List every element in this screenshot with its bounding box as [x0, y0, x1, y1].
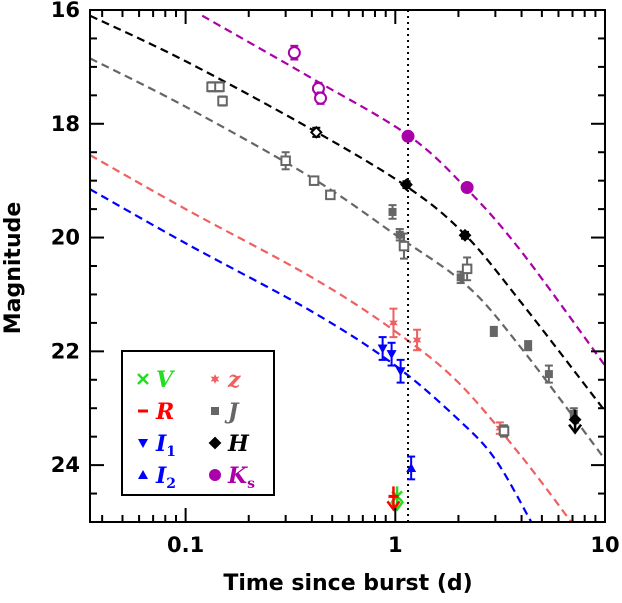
x-axis-title: Time since burst (d)	[223, 571, 472, 596]
fit-curve-0	[201, 14, 605, 367]
data-point	[406, 462, 417, 472]
legend-label: z	[227, 367, 241, 393]
legend-marker	[138, 439, 148, 448]
data-point	[401, 129, 415, 143]
data-point	[524, 341, 533, 350]
data-point	[458, 228, 472, 242]
x-tick-label: 0.1	[167, 533, 204, 557]
data-point	[460, 180, 474, 194]
data-point	[398, 240, 410, 252]
data-point	[395, 367, 406, 377]
y-axis-title: Magnitude	[1, 202, 26, 335]
data-point	[400, 178, 413, 192]
data-point	[389, 317, 398, 328]
series-R	[386, 486, 401, 512]
y-tick-label: 18	[51, 112, 80, 136]
fit-curve-4	[90, 188, 533, 522]
legend-entry: z	[210, 367, 241, 393]
x-tick-label: 1	[388, 533, 403, 557]
y-tick-label: 22	[51, 339, 80, 363]
data-point	[386, 350, 397, 360]
legend-label: J	[224, 399, 240, 425]
fit-curve-2	[90, 57, 605, 461]
axis-tick-labels: 0.1 1 10 16 18 20 22 24	[51, 0, 620, 557]
data-point	[287, 46, 301, 60]
data-point	[395, 230, 404, 239]
data-point	[461, 263, 473, 275]
data-point	[456, 273, 465, 282]
data-points	[206, 44, 583, 512]
data-point	[412, 334, 422, 345]
data-point	[314, 91, 328, 105]
data-point	[309, 125, 323, 139]
legend-entry: R	[138, 399, 174, 425]
data-point	[388, 207, 397, 216]
axis-ticks	[90, 9, 606, 523]
data-point	[280, 155, 291, 167]
data-point	[377, 344, 388, 354]
legend-label: H	[227, 431, 250, 457]
series-H	[309, 125, 583, 435]
data-point	[498, 425, 510, 437]
data-point	[569, 409, 578, 418]
data-point	[308, 175, 320, 186]
legend-label: R	[155, 399, 174, 425]
y-tick-label: 16	[51, 0, 80, 22]
series-I1	[377, 336, 406, 384]
y-tick-label: 20	[51, 226, 80, 250]
series-J	[388, 204, 578, 421]
data-point	[325, 189, 336, 201]
fit-curve-3	[90, 154, 573, 522]
legend-entry: Ks	[209, 463, 255, 492]
y-tick-label: 24	[51, 453, 80, 477]
legend-marker	[137, 373, 149, 385]
series-unlabeled	[206, 81, 510, 438]
data-point	[214, 81, 225, 93]
series-Ks	[287, 44, 474, 194]
series-I2	[406, 455, 417, 481]
legend-marker	[138, 470, 148, 479]
legend-marker	[208, 436, 222, 450]
legend-entry: V	[137, 367, 175, 393]
x-tick-label: 10	[590, 533, 619, 557]
legend-label: V	[156, 367, 175, 393]
legend-marker	[210, 374, 220, 384]
legend-entry: J	[211, 399, 240, 425]
data-point	[568, 413, 582, 427]
data-point	[217, 95, 228, 107]
legend-marker	[209, 469, 221, 481]
legend-entry: H	[208, 431, 250, 457]
data-point	[489, 327, 498, 336]
data-point	[544, 370, 553, 379]
legend-marker	[211, 407, 219, 415]
